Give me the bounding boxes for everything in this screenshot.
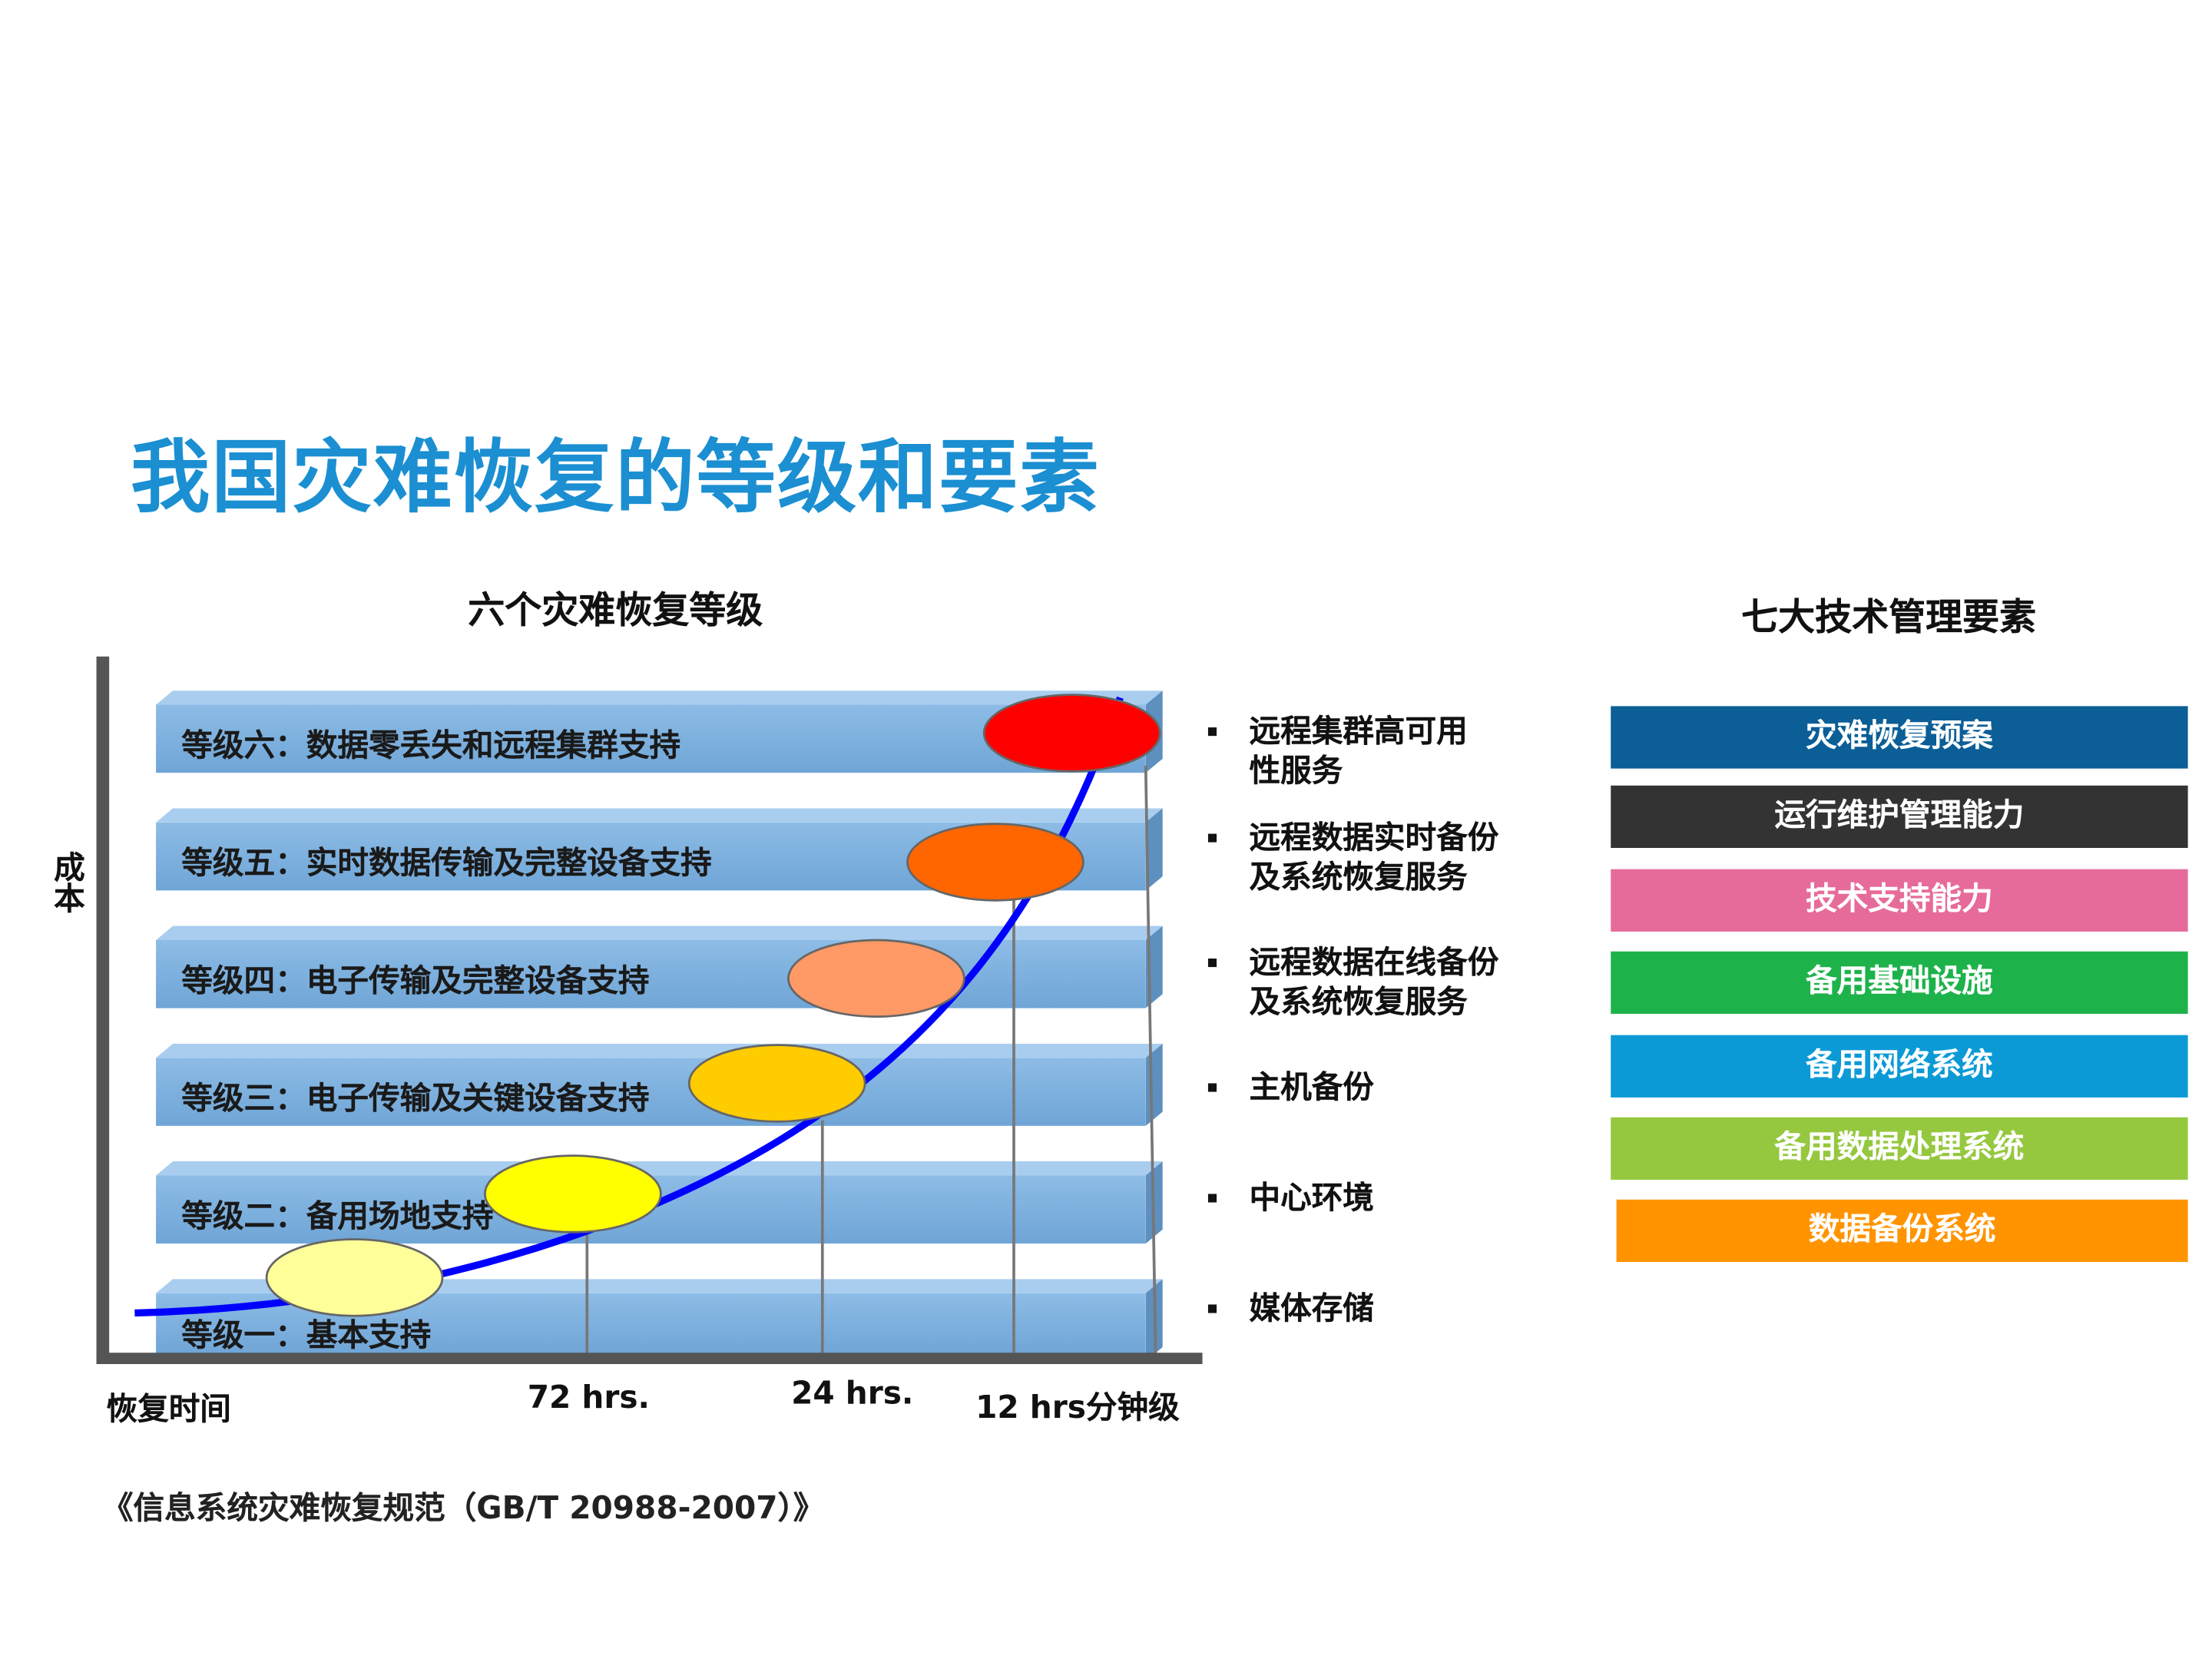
element-box: 备用基础设施 (1611, 951, 2188, 1014)
bullet-icon (1207, 958, 1217, 968)
y-axis (96, 656, 110, 1363)
element-box: 灾难恢复预案 (1611, 706, 2188, 769)
bullet-icon (1207, 1083, 1217, 1092)
level-label: 等级四：电子传输及完整设备支持 (181, 964, 650, 1000)
bullet-icon (1207, 1194, 1217, 1203)
source-citation: 《信息系统灾难恢复规范（GB/T 20988-2007）》 (101, 1492, 825, 1528)
level-3-marker (687, 1044, 866, 1123)
element-box: 技术支持能力 (1611, 869, 2188, 932)
element-box: 备用数据处理系统 (1611, 1117, 2188, 1180)
level-2-marker (483, 1154, 662, 1233)
level-1-marker (265, 1238, 444, 1317)
elements-heading: 七大技术管理要素 (1741, 597, 2037, 640)
x-axis (96, 1353, 1203, 1364)
bullet-icon (1207, 833, 1217, 843)
level-5-marker (906, 823, 1084, 902)
x-tick-label: 24 hrs. (791, 1376, 914, 1412)
element-box: 数据备份系统 (1616, 1199, 2188, 1263)
level-label: 等级一：基本支持 (181, 1318, 432, 1355)
level-label: 等级六：数据零丢失和远程集群支持 (181, 728, 681, 765)
level-label: 等级五：实时数据传输及完整设备支持 (181, 846, 712, 882)
level-6-marker (982, 694, 1161, 773)
element-box: 运行维护管理能力 (1611, 785, 2188, 848)
x-tick-label: 72 hrs. (527, 1381, 650, 1417)
page-title: 我国灾难恢复的等级和要素 (130, 432, 1101, 525)
level-3-bar: 等级三：电子传输及关键设备支持 (156, 1058, 1146, 1126)
levels-heading: 六个灾难恢复等级 (468, 589, 763, 633)
element-box: 备用网络系统 (1611, 1035, 2188, 1098)
level-6-bar: 等级六：数据零丢失和远程集群支持 (156, 704, 1146, 773)
level-label: 等级三：电子传输及关键设备支持 (181, 1081, 650, 1118)
x-tick-label: 12 hrs分钟级 (975, 1391, 1180, 1427)
level-label: 等级二：备用场地支持 (181, 1199, 494, 1235)
level-4-bar: 等级四：电子传输及完整设备支持 (156, 939, 1146, 1008)
bullet-icon (1207, 727, 1217, 737)
y-axis-label: 成本 (48, 850, 84, 913)
bullet-icon (1207, 1304, 1217, 1313)
level-4-marker (787, 939, 965, 1018)
drop-line (1144, 765, 1157, 1355)
x-axis-label: 恢复时间 (106, 1392, 231, 1429)
